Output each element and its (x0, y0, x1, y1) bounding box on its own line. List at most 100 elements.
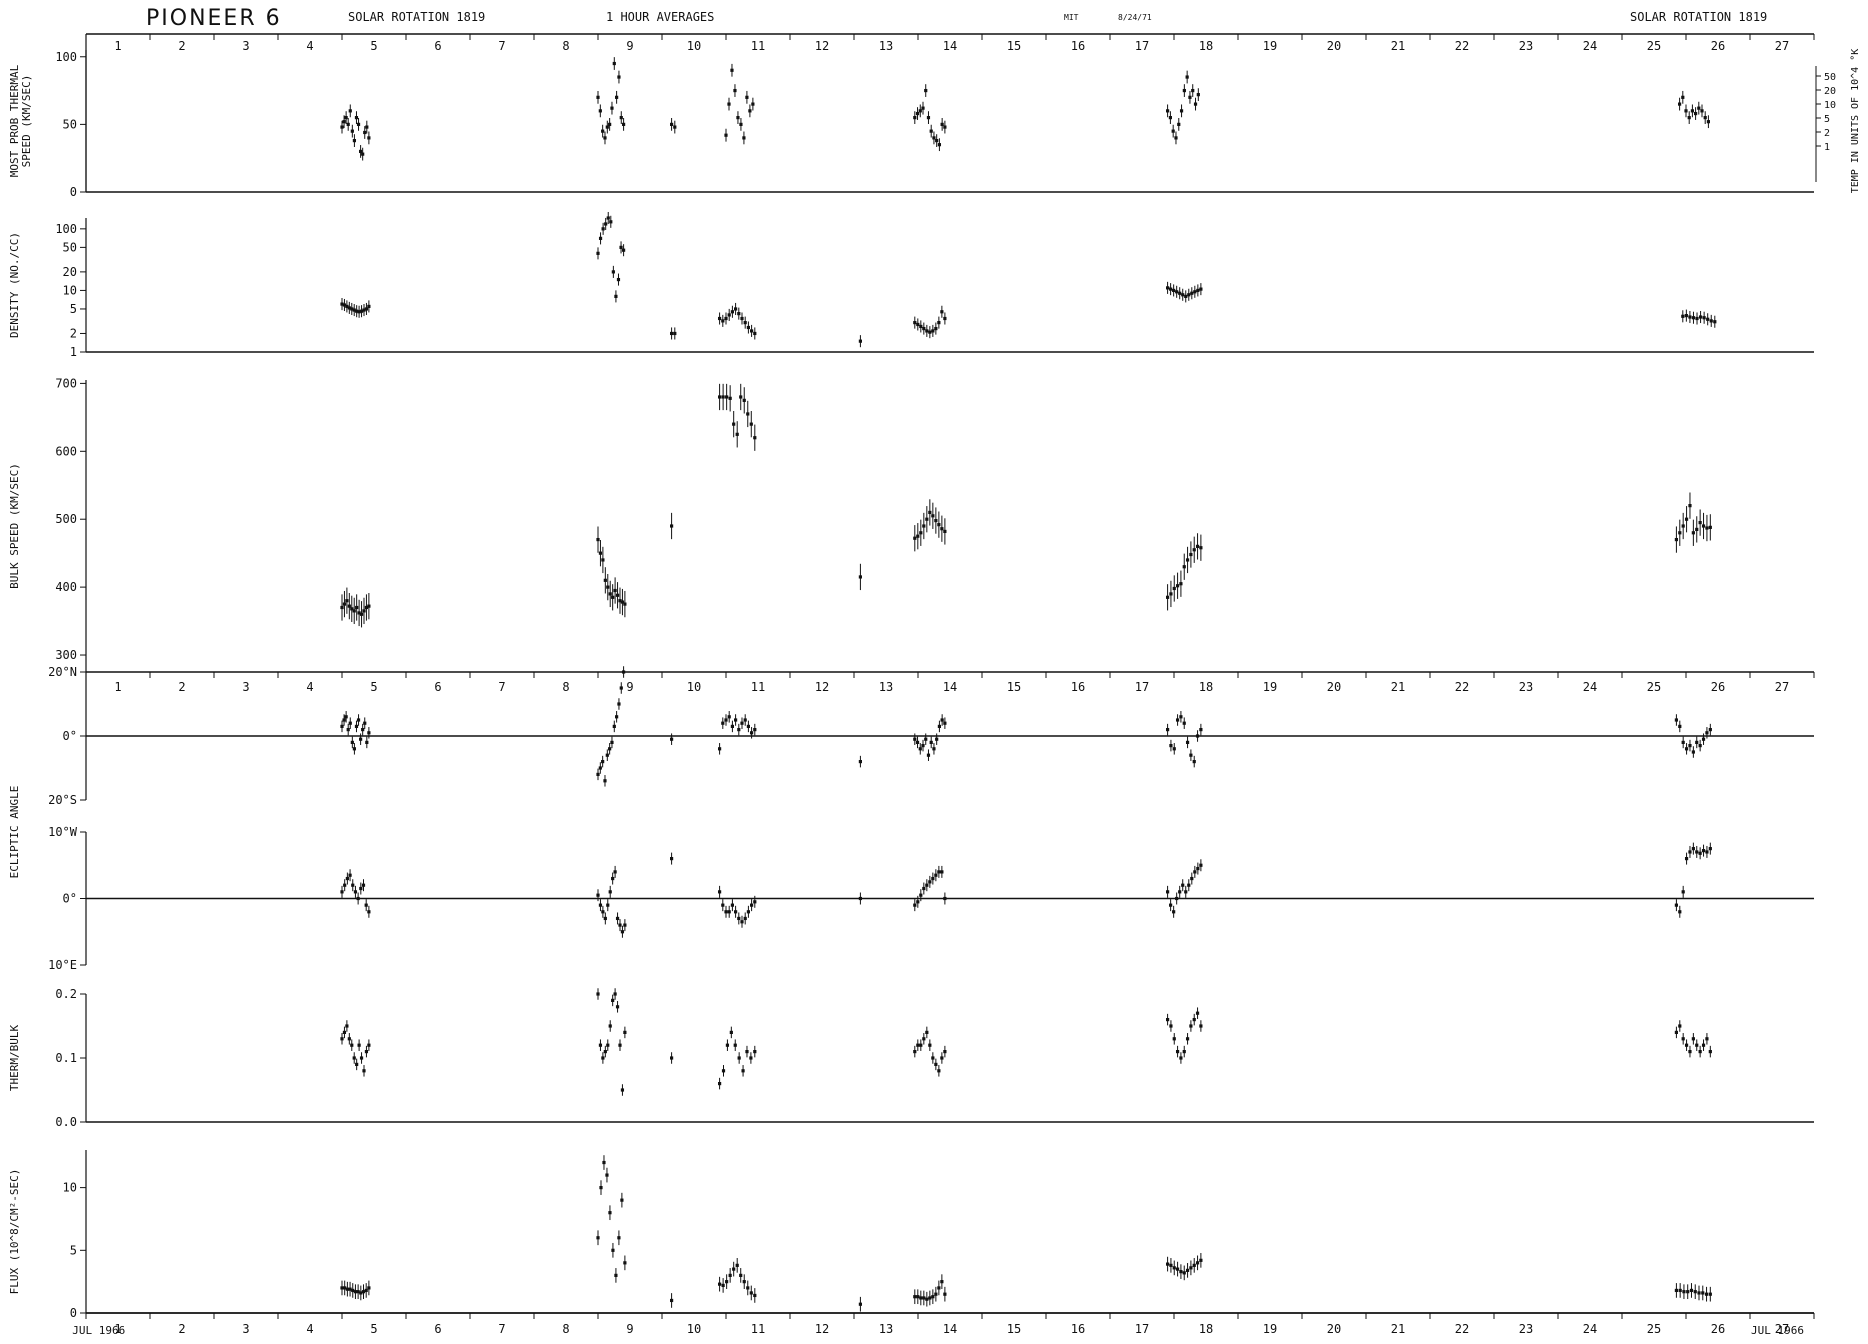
data-point (601, 129, 605, 133)
data-point (1708, 1292, 1712, 1296)
data-point (603, 1050, 607, 1054)
day-tick-label: 26 (1711, 1322, 1725, 1336)
data-point (367, 604, 371, 608)
data-point (610, 106, 614, 110)
data-point (718, 747, 722, 751)
data-point (350, 1043, 354, 1047)
data-point (727, 715, 731, 719)
day-tick-label: 17 (1135, 1322, 1149, 1336)
data-point (924, 88, 928, 93)
data-point (359, 737, 363, 741)
data-point (929, 740, 933, 744)
data-point (915, 740, 920, 744)
data-point (601, 910, 605, 914)
data-point (1172, 288, 1176, 293)
data-point (1189, 1266, 1193, 1270)
data-point (943, 125, 947, 129)
data-point (742, 1280, 746, 1284)
data-point (922, 886, 926, 891)
data-point (620, 1088, 625, 1092)
data-point (343, 883, 347, 887)
data-point (1196, 288, 1200, 293)
data-point (606, 903, 610, 907)
data-point (1681, 890, 1685, 894)
data-point (919, 1296, 923, 1300)
data-point (724, 316, 728, 321)
data-point (614, 294, 618, 298)
day-tick-label: 25 (1647, 680, 1661, 694)
data-point (1182, 88, 1186, 93)
data-point (735, 432, 739, 436)
data-point (749, 1291, 753, 1295)
data-point (751, 102, 755, 106)
density-y-tick-label: 2 (70, 326, 77, 340)
day-tick-label: 1 (114, 39, 121, 53)
data-point (1181, 293, 1185, 297)
day-tick-label: 13 (879, 39, 893, 53)
data-point (1182, 1050, 1186, 1054)
data-point (615, 593, 620, 597)
data-point (361, 883, 366, 887)
data-point (1681, 95, 1685, 99)
data-point (344, 715, 348, 719)
bulk-y-tick-label: 300 (55, 648, 77, 662)
data-point (357, 611, 361, 615)
data-point (1703, 116, 1707, 120)
therm_bulk-y-tick-label: 0.1 (55, 1051, 77, 1065)
data-point (1694, 111, 1698, 116)
data-point (1175, 896, 1179, 901)
day-tick-label: 12 (815, 1322, 829, 1336)
data-point (718, 890, 722, 894)
bulk-y-tick-label: 400 (55, 580, 77, 594)
data-point (670, 122, 674, 126)
data-point (858, 896, 862, 901)
data-point (351, 1288, 355, 1293)
day-tick-label: 18 (1199, 39, 1213, 53)
temp-axis-tick-label: 50 (1824, 72, 1836, 83)
data-point (356, 122, 361, 126)
data-point (730, 724, 734, 728)
data-point (611, 998, 615, 1002)
data-point (729, 1030, 733, 1034)
data-point (1701, 737, 1706, 741)
data-point (598, 903, 603, 907)
data-point (1169, 903, 1173, 907)
data-point (1695, 1043, 1699, 1047)
data-point (931, 514, 935, 518)
data-point (934, 873, 938, 877)
data-point (1182, 565, 1186, 569)
data-point (922, 1037, 926, 1041)
day-tick-label: 14 (943, 680, 957, 694)
data-point (858, 339, 862, 343)
data-point (1189, 552, 1193, 557)
data-point (342, 602, 347, 606)
temp-axis-tick-label: 20 (1824, 86, 1836, 97)
data-point (1184, 890, 1188, 894)
data-point (608, 1211, 612, 1215)
data-point (598, 236, 603, 240)
data-point (718, 1282, 722, 1286)
data-point (932, 747, 936, 751)
bulk-y-axis-title: BULK SPEED (KM/SEC) (8, 463, 21, 589)
bulk-y-tick-label: 600 (55, 444, 77, 458)
data-point (943, 1292, 947, 1296)
data-point (727, 910, 731, 914)
data-point (922, 524, 926, 528)
data-point (1172, 1037, 1176, 1041)
data-point (346, 728, 350, 732)
data-point (913, 536, 917, 540)
data-point (721, 903, 725, 907)
data-point (1689, 1288, 1694, 1293)
data-point (1695, 850, 1699, 854)
data-point (1674, 903, 1678, 907)
data-point (1169, 744, 1173, 748)
data-point (342, 1030, 347, 1034)
data-point (355, 309, 359, 313)
data-point (943, 896, 947, 901)
data-point (1168, 116, 1172, 120)
data-point (596, 537, 600, 542)
data-point (345, 1024, 349, 1028)
day-tick-label: 8 (562, 680, 569, 694)
data-point (359, 612, 364, 616)
ecl_we-y-tick-label: 10°W (48, 825, 78, 839)
